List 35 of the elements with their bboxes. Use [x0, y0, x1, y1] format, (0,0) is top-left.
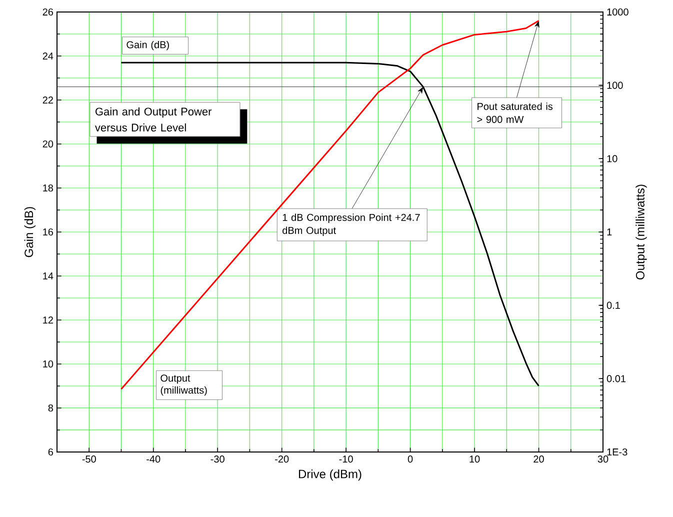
y2-tick-label: 1 — [607, 228, 612, 236]
x-tick-label: -40 — [146, 456, 160, 463]
y-tick-label: 26 — [42, 8, 54, 16]
x-tick-label: -10 — [339, 456, 353, 463]
y-tick-label: 8 — [48, 404, 54, 412]
x-tick-label: -50 — [82, 456, 96, 463]
y-tick-label: 14 — [43, 272, 54, 280]
y2-tick-label: 1E-3 — [607, 448, 628, 456]
x-tick-label: 20 — [534, 456, 544, 463]
text: Gain and Output Power versus Drive Level — [94, 107, 212, 132]
x-axis-title: Drive (dBm) — [298, 469, 362, 481]
text: Output (milliwatts) — [160, 374, 207, 396]
y-tick-label: 12 — [43, 316, 53, 324]
x-tick-label: 10 — [470, 456, 480, 463]
annotation: 1 dB Compression Point +24.7 dBm Output — [282, 214, 420, 236]
x-tick-label: -30 — [210, 456, 224, 463]
y-axis-title: Gain (dB) — [24, 207, 36, 258]
x-tick-label: -20 — [275, 456, 289, 463]
y-tick-label: 18 — [43, 184, 54, 192]
y-tick-label: 16 — [43, 228, 54, 236]
y2-tick-label: 10 — [607, 155, 618, 162]
y2-tick-label: 0.01 — [606, 375, 626, 382]
y2-tick-label: 100 — [607, 82, 623, 89]
x-tick-label: 30 — [598, 456, 608, 463]
y-tick-label: 20 — [42, 140, 54, 148]
y2-tick-label: 0.1 — [606, 302, 620, 309]
annotation: Pout saturated is > 900 mW — [477, 102, 553, 123]
y-tick-label: 10 — [43, 360, 54, 368]
y2-axis-title: Output (milliwatts) — [636, 184, 647, 280]
y2-tick-label: 1000 — [607, 8, 628, 16]
y-tick-label: 24 — [42, 52, 54, 60]
series-label: Gain (dB) — [126, 40, 169, 50]
y-tick-label: 6 — [48, 448, 54, 456]
x-tick-label: 0 — [408, 456, 413, 463]
y-tick-label: 22 — [42, 96, 53, 104]
